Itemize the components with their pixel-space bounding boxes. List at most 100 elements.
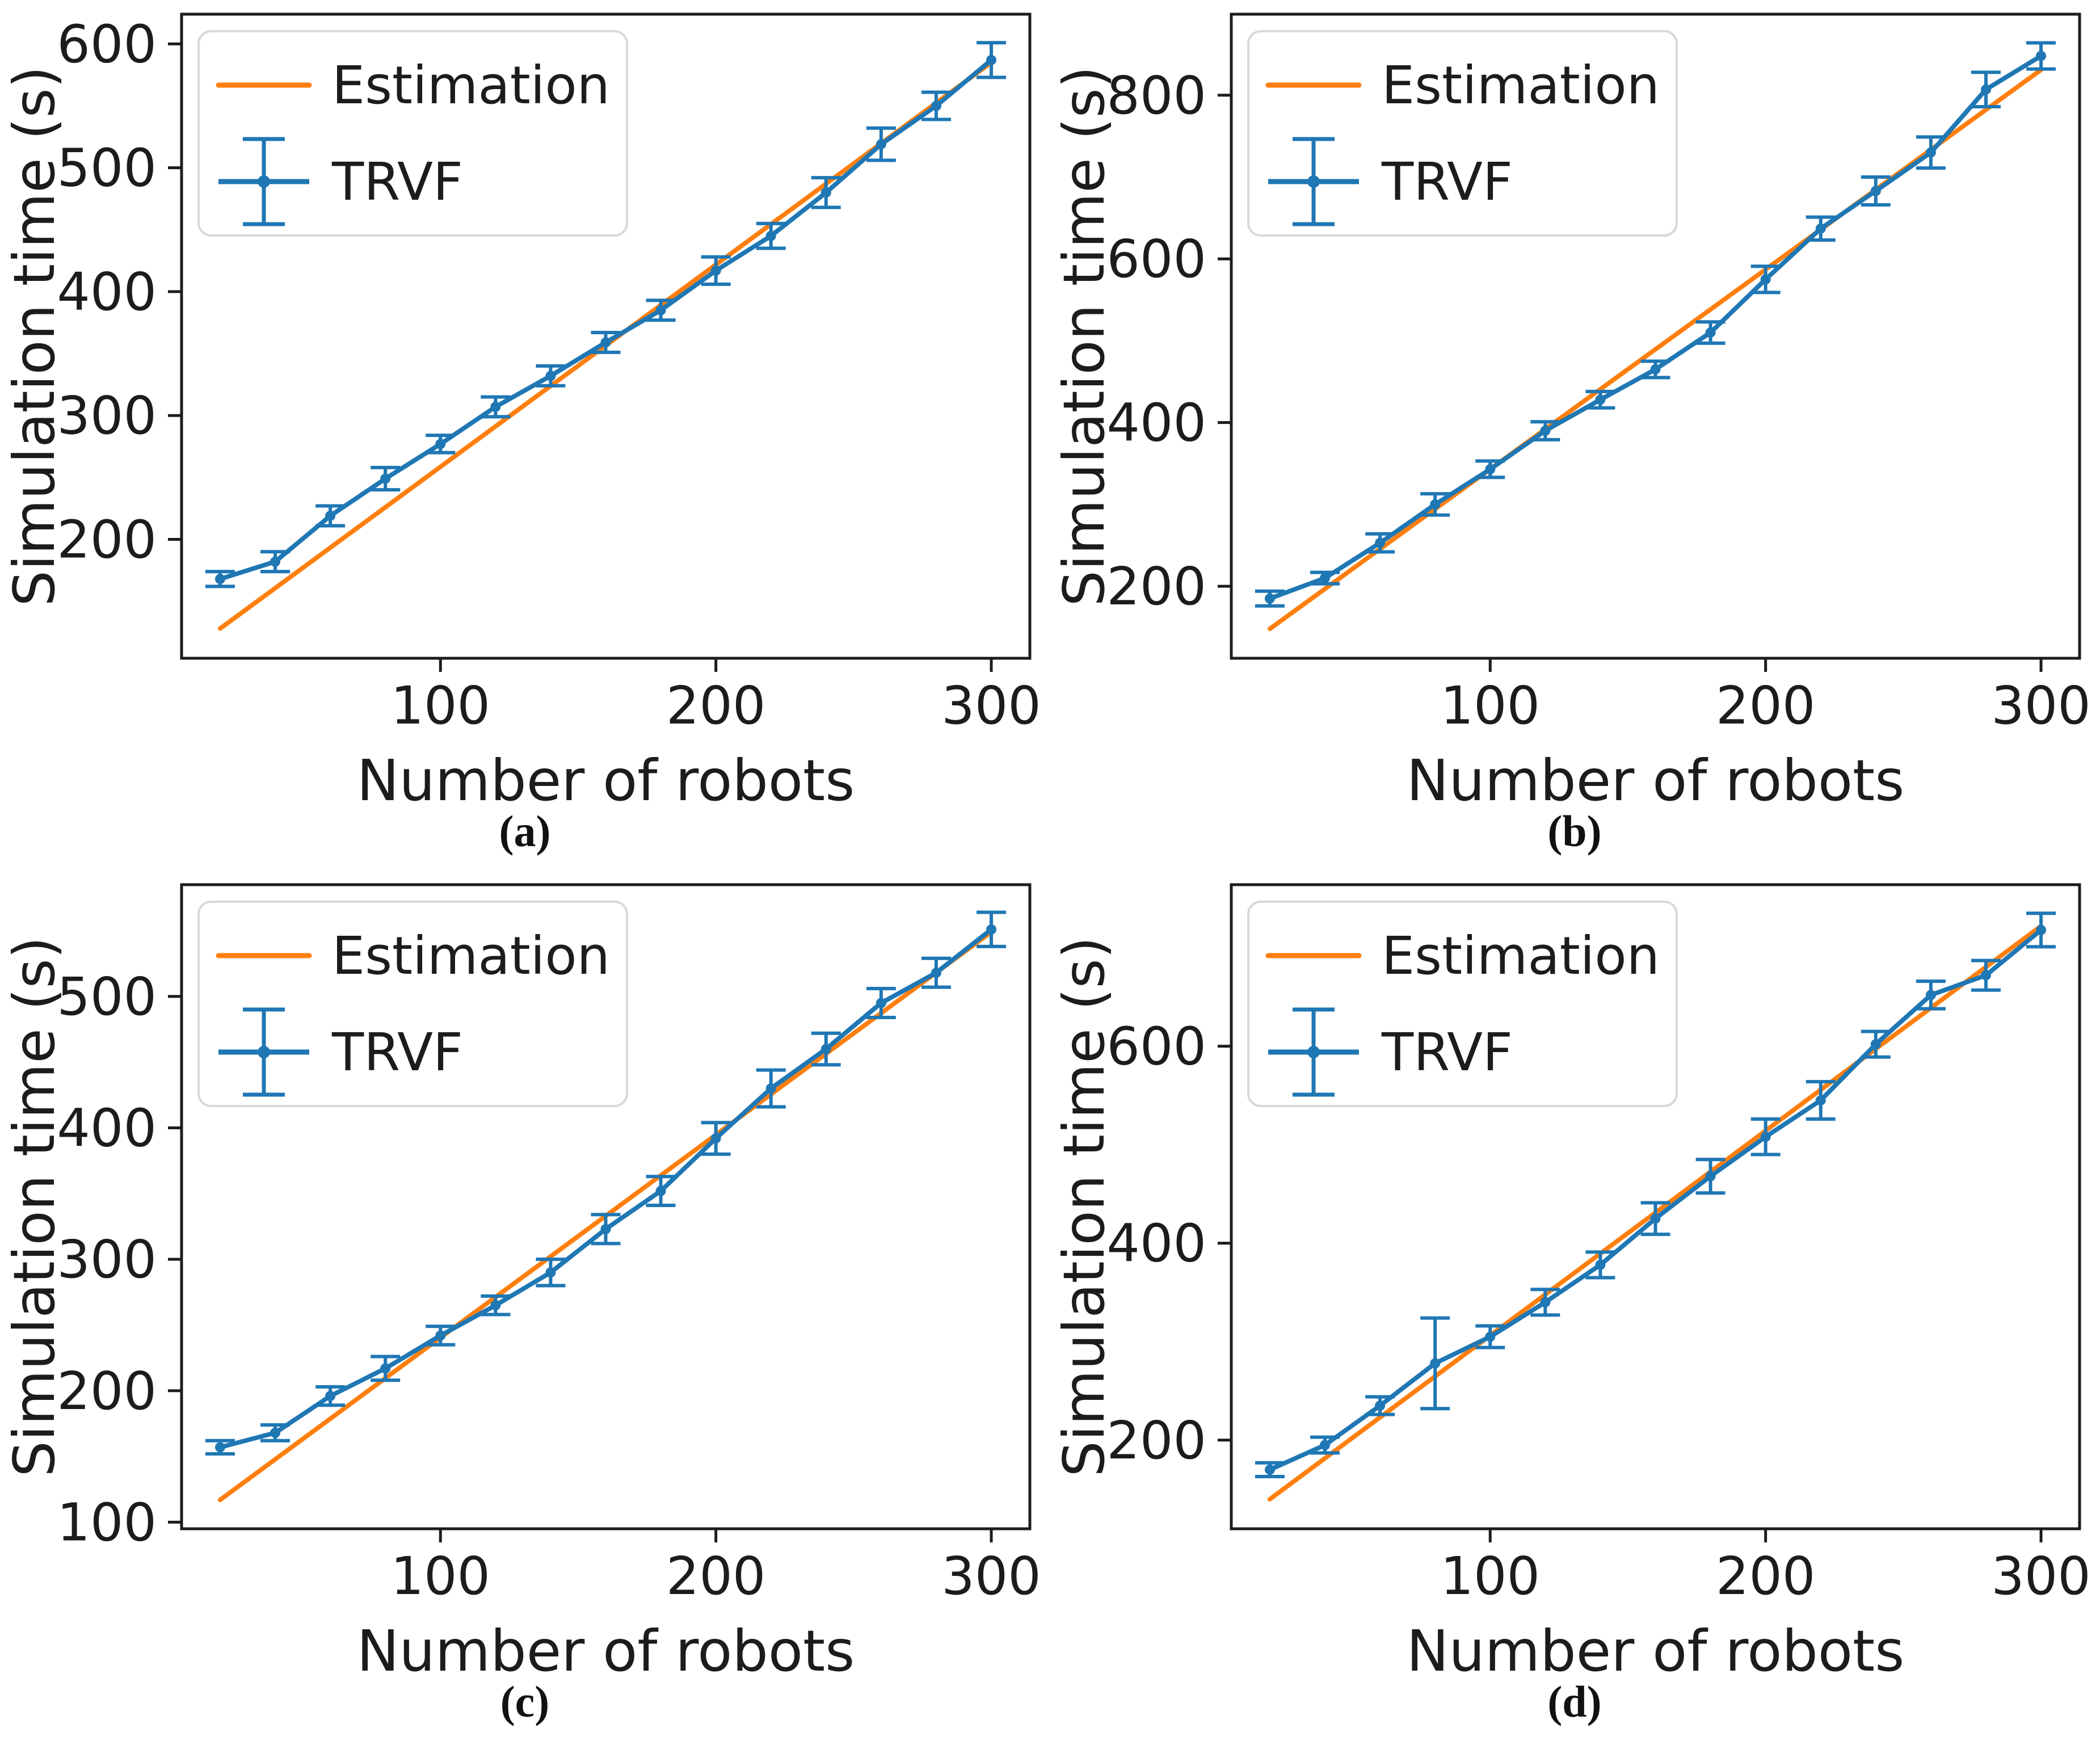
trvf-marker xyxy=(600,337,611,348)
trvf-marker xyxy=(1375,537,1386,548)
legend-label-estimation: Estimation xyxy=(332,55,610,116)
trvf-marker xyxy=(380,1363,391,1374)
trvf-marker xyxy=(1650,1213,1661,1224)
legend: Estimation TRVF xyxy=(197,901,628,1107)
trvf-marker xyxy=(545,371,556,381)
legend: Estimation TRVF xyxy=(197,30,628,237)
trvf-marker xyxy=(1815,223,1826,234)
trvf-marker xyxy=(1320,1440,1331,1450)
trvf-marker xyxy=(435,1330,446,1341)
subfigure-caption: (d) xyxy=(1547,1677,1602,1726)
subfigure-caption: (a) xyxy=(499,806,551,856)
x-tick-label: 300 xyxy=(1991,675,2091,736)
trvf-marker xyxy=(270,556,281,567)
legend-box xyxy=(1247,901,1678,1107)
trvf-marker xyxy=(325,510,336,521)
chart-d: 100 200 300 200 400 600 Number of robots Simula… xyxy=(1051,883,2091,1676)
x-tick-label: 200 xyxy=(666,1546,766,1607)
trvf-marker xyxy=(1540,1297,1551,1307)
legend-label-trvf: TRVF xyxy=(331,152,463,212)
trvf-marker xyxy=(435,439,446,449)
y-axis-label: Simulation time (s) xyxy=(1051,66,1117,606)
subfigure-d: 100 200 300 200 400 600 Number of robots Simula… xyxy=(1050,870,2099,1741)
trvf-marker xyxy=(2036,924,2047,935)
trvf-marker xyxy=(1430,1358,1441,1369)
legend: Estimation TRVF xyxy=(1247,901,1678,1107)
y-tick-label: 100 xyxy=(57,1492,157,1553)
trvf-marker xyxy=(1375,1401,1386,1411)
legend-trvf-marker xyxy=(1307,1046,1320,1058)
y-tick-label: 300 xyxy=(57,385,157,446)
trvf-marker xyxy=(214,574,225,584)
trvf-marker xyxy=(1925,990,1936,1000)
x-tick-label: 300 xyxy=(1991,1546,2091,1607)
trvf-marker xyxy=(1980,970,1991,981)
trvf-marker xyxy=(2036,51,2047,61)
trvf-marker xyxy=(931,100,941,111)
trvf-marker xyxy=(655,1185,666,1196)
subfigure-b: 100 200 300 200 400 600 800 Number of robots Sim… xyxy=(1050,0,2099,870)
trvf-marker xyxy=(655,305,666,316)
trvf-marker xyxy=(1760,1132,1771,1142)
legend: Estimation TRVF xyxy=(1247,30,1678,237)
subfigure-a: 100 200 300 200 300 400 500 600 Number of robots… xyxy=(0,0,1050,870)
trvf-marker xyxy=(600,1223,611,1234)
chart-c: 100 200 300 100 200 300 400 500 Number of robots… xyxy=(1,883,1041,1676)
trvf-marker xyxy=(931,968,941,978)
x-tick-label: 300 xyxy=(941,675,1041,736)
trvf-marker xyxy=(380,473,391,484)
y-tick-label: 400 xyxy=(57,1098,157,1159)
y-tick-label: 400 xyxy=(1106,1213,1206,1274)
y-tick-label: 400 xyxy=(57,262,157,322)
legend-label-estimation: Estimation xyxy=(1382,55,1660,116)
trvf-marker xyxy=(545,1267,556,1278)
plot-border xyxy=(180,883,1032,1530)
trvf-marker xyxy=(1540,426,1551,436)
trvf-marker xyxy=(1485,464,1496,474)
legend-label-trvf: TRVF xyxy=(1381,152,1513,212)
trvf-marker xyxy=(325,1391,336,1402)
trvf-marker xyxy=(270,1427,281,1438)
y-tick-label: 200 xyxy=(1106,556,1206,617)
legend-box xyxy=(197,30,628,237)
trvf-marker xyxy=(1925,147,1936,158)
trvf-marker xyxy=(1430,499,1441,510)
plot-border xyxy=(1230,12,2081,660)
y-tick-label: 800 xyxy=(1106,65,1206,126)
trvf-marker xyxy=(1320,573,1331,583)
trvf-marker xyxy=(1650,364,1661,375)
x-tick-label: 100 xyxy=(390,1546,490,1607)
trvf-marker xyxy=(876,139,886,150)
x-axis-label: Number of robots xyxy=(357,747,855,806)
trvf-marker xyxy=(1760,274,1771,285)
trvf-marker xyxy=(214,1442,225,1453)
legend-trvf-marker xyxy=(258,1046,270,1058)
y-axis-label: Simulation time (s) xyxy=(1,936,68,1477)
x-axis-label: Number of robots xyxy=(1407,747,1905,806)
x-tick-label: 300 xyxy=(941,1546,1041,1607)
legend-box xyxy=(197,901,628,1107)
chart-b: 100 200 300 200 400 600 800 Number of robots Sim… xyxy=(1051,12,2091,806)
trvf-marker xyxy=(1705,327,1716,338)
trvf-marker xyxy=(820,1044,831,1054)
legend-label-estimation: Estimation xyxy=(1382,926,1660,986)
trvf-marker xyxy=(710,265,721,276)
trvf-marker xyxy=(490,401,501,412)
legend-box xyxy=(1247,30,1678,237)
y-axis-label: Simulation time (s) xyxy=(1051,936,1117,1477)
subfigure-caption: (c) xyxy=(500,1677,550,1726)
y-tick-label: 200 xyxy=(57,1361,157,1422)
x-tick-label: 200 xyxy=(1716,1546,1816,1607)
y-tick-label: 500 xyxy=(57,966,157,1027)
trvf-marker xyxy=(1485,1331,1496,1342)
x-tick-label: 100 xyxy=(390,675,490,736)
trvf-marker xyxy=(765,1083,776,1094)
y-tick-label: 600 xyxy=(1106,1016,1206,1077)
trvf-marker xyxy=(986,54,997,65)
legend-label-estimation: Estimation xyxy=(332,926,610,986)
y-tick-label: 400 xyxy=(1106,393,1206,453)
trvf-marker xyxy=(1705,1171,1716,1181)
trvf-marker xyxy=(1870,1039,1881,1050)
legend-label-trvf: TRVF xyxy=(331,1022,463,1083)
